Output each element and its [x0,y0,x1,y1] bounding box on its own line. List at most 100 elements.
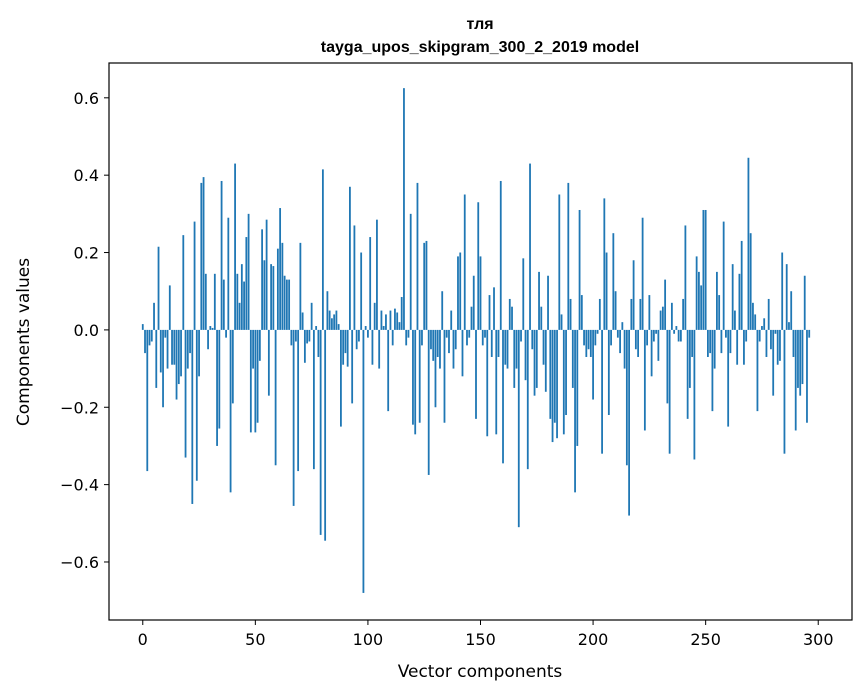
bar-246 [695,256,698,330]
bar-273 [756,329,759,412]
bar-209 [612,233,615,330]
bar-178 [542,329,545,365]
bar-115 [400,297,403,330]
bar-277 [765,329,768,357]
bar-279 [770,329,772,350]
bar-30 [209,326,212,330]
bar-291 [797,329,799,388]
bar-42 [236,273,239,330]
y-axis-ticks: −0.6 −0.4 −0.2 0.0 0.2 0.4 0.6 [60,89,109,572]
bar-240 [682,298,685,330]
bar-24 [195,329,198,481]
bar-45 [243,281,245,330]
bar-55 [265,219,268,330]
bar-282 [776,329,779,365]
y-axis-label: Components values [14,258,34,426]
bar-210 [614,291,617,330]
bar-101 [369,237,372,330]
bar-57 [270,264,273,330]
bar-85 [333,314,336,330]
bar-81 [324,329,327,541]
bar-272 [754,314,757,330]
bar-269 [747,157,750,330]
bar-129 [432,329,435,361]
bar-169 [522,258,525,330]
bar-0 [141,324,144,330]
bar-10 [164,329,167,338]
bar-235 [670,302,673,330]
bar-50 [254,329,257,433]
bar-2 [146,329,149,472]
bar-284 [781,252,784,330]
bar-197 [585,329,588,357]
x-axis-ticks: 0 50 100 150 200 250 300 [138,620,834,649]
bar-92 [349,186,351,330]
bar-77 [315,326,318,330]
bar-140 [457,256,459,330]
bar-161 [504,329,507,365]
y-tick-label: 0.0 [74,321,99,340]
bar-52 [258,329,261,361]
bar-199 [589,329,592,357]
bar-287 [788,322,790,330]
bar-183 [553,329,556,423]
x-tick-label: 300 [803,630,834,649]
bar-130 [434,329,437,408]
bar-71 [301,312,304,330]
bar-7 [157,246,160,330]
bar-60 [276,248,279,330]
bar-133 [441,291,444,330]
bar-193 [576,329,579,446]
bar-237 [675,326,678,330]
bar-206 [605,252,608,330]
bar-54 [263,260,266,330]
x-tick-label: 100 [353,630,384,649]
bar-64 [285,279,288,330]
bar-294 [803,275,806,330]
bar-198 [587,329,590,350]
bar-192 [574,329,576,493]
bar-145 [468,329,471,338]
bar-204 [601,329,603,454]
bar-211 [616,329,619,338]
bar-217 [630,298,633,330]
bar-124 [421,329,423,346]
bar-41 [234,163,236,330]
bar-72 [303,329,306,363]
bar-292 [799,329,802,396]
bar-95 [355,329,358,350]
bar-120 [412,329,414,425]
bar-236 [673,329,676,334]
bar-126 [425,240,428,330]
bar-233 [666,329,669,404]
bar-225 [648,295,651,330]
bar-212 [619,329,621,354]
bar-150 [479,256,482,330]
bar-280 [772,329,775,396]
bar-113 [396,312,399,330]
bar-144 [466,329,468,346]
bar-176 [538,271,540,330]
bar-283 [779,329,781,361]
bar-191 [571,329,574,388]
bar-263 [734,310,736,330]
bar-224 [646,329,649,346]
bar-94 [353,225,356,330]
bar-78 [317,329,320,357]
bar-296 [808,329,811,338]
bar-12 [168,285,171,330]
bar-222 [641,217,644,330]
bar-200 [592,329,594,400]
bar-3 [148,329,151,346]
bar-132 [439,329,441,369]
bar-290 [794,329,797,431]
bar-73 [306,329,309,344]
x-tick-label: 150 [465,630,496,649]
x-tick-label: 0 [138,630,148,649]
bar-58 [272,266,275,330]
bar-267 [743,329,745,365]
bar-249 [702,209,705,330]
bar-8 [159,329,162,373]
bar-229 [657,329,660,361]
